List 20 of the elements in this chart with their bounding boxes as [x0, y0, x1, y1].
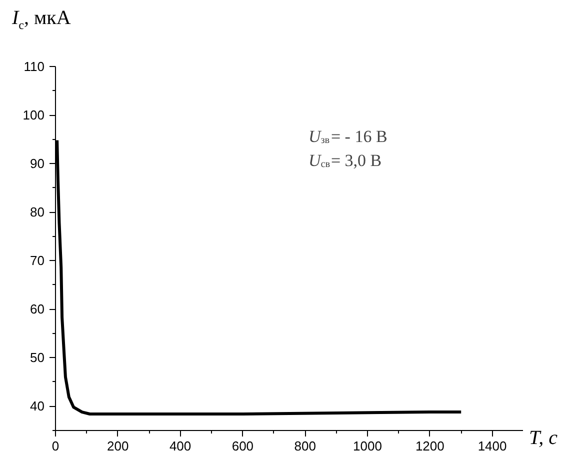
y-tick-label: 90 [30, 156, 45, 172]
annotation: Uзв= - 16 В [308, 127, 388, 146]
y-axis-title: I$_{с}$, мкА [12, 6, 71, 34]
y-tick-label: 110 [24, 59, 45, 74]
x-tick-label: 400 [169, 438, 192, 454]
y-tick-label: 40 [30, 398, 45, 414]
x-axis-title: T, с [529, 427, 558, 449]
x-tick-label: 0 [52, 438, 60, 454]
x-tick-label: 1200 [415, 438, 444, 454]
x-tick-label: 1400 [478, 438, 507, 454]
x-tick-label: 1000 [353, 438, 382, 454]
y-tick-label: 100 [22, 108, 45, 123]
x-tick-label: 200 [107, 438, 129, 454]
y-tick-label: 60 [30, 302, 45, 317]
y-tick-label: 70 [30, 253, 45, 268]
y-tick-label: 50 [30, 350, 45, 366]
x-tick-label: 600 [232, 438, 254, 454]
annotation: Uсв= 3,0 В [308, 151, 382, 170]
y-tick-label: 80 [30, 204, 45, 220]
x-tick-label: 800 [294, 438, 316, 454]
